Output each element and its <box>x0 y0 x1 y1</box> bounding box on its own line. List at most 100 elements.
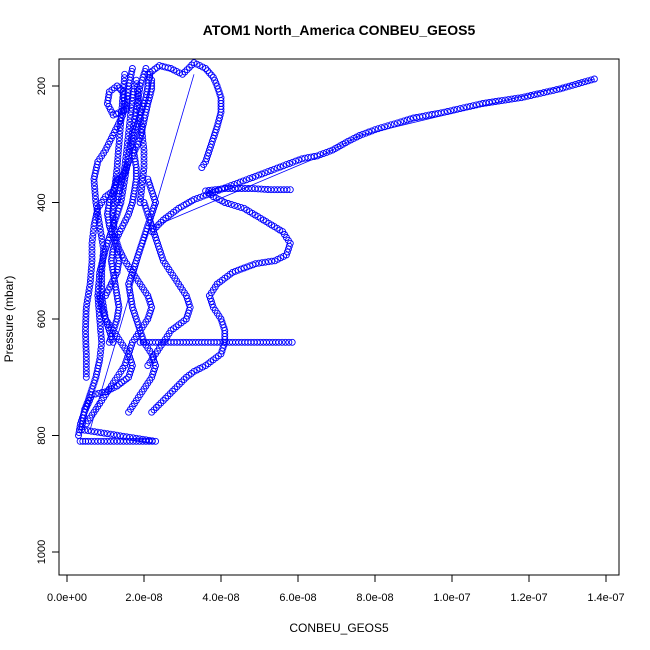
data-point <box>114 154 122 162</box>
data-point <box>258 170 266 178</box>
data-point <box>121 70 129 78</box>
data-point <box>140 157 148 165</box>
data-point <box>124 89 132 97</box>
data-point <box>142 436 150 444</box>
data-point <box>122 375 130 383</box>
data-point <box>139 132 146 140</box>
data-point <box>115 140 123 148</box>
data-point <box>479 100 487 107</box>
data-point <box>132 123 140 131</box>
data-point <box>103 430 111 438</box>
data-point <box>565 82 573 90</box>
data-point <box>91 390 99 398</box>
data-point <box>99 238 106 246</box>
data-point <box>141 201 149 209</box>
data-point <box>150 356 158 364</box>
y-tick-label: 800 <box>36 426 48 444</box>
y-axis-label: Pressure (mbar) <box>2 276 16 363</box>
data-point <box>492 98 500 105</box>
data-point <box>267 186 275 194</box>
data-point <box>88 246 96 254</box>
data-point <box>140 146 148 154</box>
data-point <box>140 143 148 151</box>
data-point <box>273 164 281 172</box>
data-point <box>119 432 127 440</box>
data-point <box>96 318 104 326</box>
data-point <box>283 186 291 194</box>
data-point <box>140 150 148 158</box>
data-point <box>91 185 99 193</box>
x-tick-label: 2.0e-08 <box>125 592 162 604</box>
data-point <box>212 187 220 195</box>
data-point <box>127 356 134 364</box>
data-point <box>249 174 257 181</box>
data-point <box>377 124 385 132</box>
data-point <box>113 175 121 183</box>
x-tick-label: 0.0e+00 <box>47 592 87 604</box>
data-point <box>82 353 90 361</box>
data-point <box>107 430 115 438</box>
data-point <box>96 322 104 330</box>
data-point <box>98 265 106 273</box>
data-point <box>559 84 567 92</box>
data-point <box>152 234 160 241</box>
data-point <box>482 99 490 107</box>
data-point <box>88 250 96 258</box>
data-point <box>171 385 179 393</box>
data-point <box>207 71 215 79</box>
data-point <box>127 111 134 119</box>
data-point <box>275 338 283 346</box>
data-point <box>155 401 163 409</box>
data-point <box>145 295 153 303</box>
data-point <box>98 272 106 280</box>
data-point <box>234 202 242 210</box>
data-point <box>120 80 128 88</box>
data-point <box>406 115 414 123</box>
data-point <box>110 431 118 439</box>
data-point <box>122 153 130 161</box>
series-3 <box>148 185 294 416</box>
data-point <box>87 270 95 278</box>
data-point <box>268 257 276 265</box>
data-point <box>359 130 367 138</box>
data-point <box>82 313 90 321</box>
data-point <box>153 236 160 244</box>
data-point <box>199 192 207 200</box>
data-point <box>140 234 148 241</box>
data-point <box>440 108 448 116</box>
data-point <box>125 373 133 381</box>
data-point <box>126 433 134 441</box>
data-point <box>162 394 170 402</box>
x-tick-label: 1.2e-07 <box>510 592 547 604</box>
data-point <box>107 333 115 340</box>
data-point <box>113 160 121 168</box>
data-point <box>323 148 330 156</box>
data-point <box>148 437 156 445</box>
data-point <box>152 404 160 411</box>
data-point <box>374 125 382 133</box>
data-point <box>120 167 128 174</box>
data-point <box>508 95 516 103</box>
data-point <box>185 63 193 71</box>
data-point <box>113 431 121 439</box>
data-point <box>145 436 153 444</box>
data-point <box>151 65 159 73</box>
data-point <box>568 81 576 89</box>
data-point <box>121 160 129 168</box>
data-point <box>237 265 245 273</box>
data-point <box>82 347 90 355</box>
data-point <box>243 263 251 271</box>
data-point <box>82 303 90 311</box>
data-point <box>84 427 92 435</box>
data-point <box>123 102 131 110</box>
data-point <box>549 86 557 94</box>
data-point <box>130 85 138 93</box>
data-point <box>113 164 121 172</box>
series-2 <box>136 338 296 346</box>
data-point <box>122 150 130 158</box>
data-point <box>556 85 564 93</box>
data-point <box>239 177 247 185</box>
data-point <box>108 190 116 198</box>
data-point <box>276 163 284 171</box>
data-point <box>114 147 122 155</box>
